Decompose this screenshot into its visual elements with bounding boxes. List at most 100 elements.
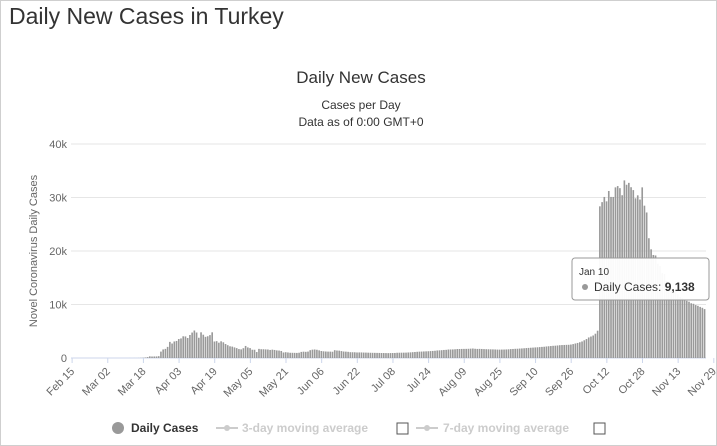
bar[interactable] [668, 285, 670, 358]
bar[interactable] [514, 348, 517, 358]
bar[interactable] [585, 339, 588, 358]
bar[interactable] [447, 349, 450, 358]
bar[interactable] [345, 351, 347, 358]
bar[interactable] [516, 348, 519, 358]
bar[interactable] [525, 348, 528, 358]
bar[interactable] [206, 336, 209, 358]
bar[interactable] [469, 348, 472, 358]
bar[interactable] [572, 344, 574, 358]
bar[interactable] [374, 352, 376, 358]
bar[interactable] [429, 351, 432, 358]
bar[interactable] [247, 347, 249, 358]
bar[interactable] [465, 348, 467, 358]
bar[interactable] [400, 352, 403, 358]
bar[interactable] [387, 353, 390, 358]
bar[interactable] [476, 348, 479, 358]
bar[interactable] [347, 351, 349, 358]
bar[interactable] [563, 344, 566, 358]
bar[interactable] [380, 353, 383, 358]
bar[interactable] [182, 336, 185, 358]
bar[interactable] [198, 337, 200, 358]
bar[interactable] [434, 350, 436, 358]
bar[interactable] [166, 346, 169, 358]
bar[interactable] [311, 349, 314, 358]
bar[interactable] [449, 349, 452, 358]
bar[interactable] [151, 356, 153, 358]
bar[interactable] [692, 303, 695, 358]
bar[interactable] [521, 348, 523, 358]
bar[interactable] [322, 351, 325, 358]
bar[interactable] [242, 348, 245, 358]
bar[interactable] [467, 348, 470, 358]
bar[interactable] [253, 349, 256, 358]
bar[interactable] [238, 349, 240, 358]
bar[interactable] [351, 352, 354, 358]
bar[interactable] [369, 352, 372, 358]
bar[interactable] [583, 340, 586, 358]
bar[interactable] [699, 306, 701, 358]
bar[interactable] [492, 349, 494, 358]
bar[interactable] [703, 309, 706, 358]
bar[interactable] [567, 344, 570, 358]
legend-item-daily-cases[interactable]: Daily Cases [112, 421, 199, 435]
bar[interactable] [376, 352, 378, 358]
bar[interactable] [483, 349, 485, 358]
bar[interactable] [296, 352, 298, 358]
bar[interactable] [211, 332, 213, 358]
bar[interactable] [233, 347, 236, 358]
bar[interactable] [160, 351, 162, 358]
bar[interactable] [240, 349, 242, 358]
bar[interactable] [251, 349, 254, 358]
bar[interactable] [460, 348, 463, 358]
bar[interactable] [656, 263, 659, 358]
bar[interactable] [186, 338, 189, 358]
bar[interactable] [672, 289, 675, 358]
bar[interactable] [340, 351, 343, 358]
bar[interactable] [353, 352, 356, 358]
bar[interactable] [423, 351, 425, 358]
bar[interactable] [587, 337, 590, 358]
bar[interactable] [420, 351, 423, 358]
bar[interactable] [538, 347, 541, 358]
bar[interactable] [536, 347, 539, 358]
bar[interactable] [532, 347, 534, 358]
bar[interactable] [507, 349, 510, 358]
bar[interactable] [307, 351, 309, 358]
bar[interactable] [280, 350, 283, 358]
bar[interactable] [570, 344, 572, 358]
bar[interactable] [382, 353, 385, 358]
bar[interactable] [222, 342, 225, 358]
bar[interactable] [275, 350, 278, 358]
bar[interactable] [385, 353, 387, 358]
bar[interactable] [496, 349, 499, 358]
bar[interactable] [690, 303, 693, 358]
bar[interactable] [318, 350, 320, 358]
bar[interactable] [200, 332, 202, 358]
bar[interactable] [685, 300, 688, 358]
bar[interactable] [144, 357, 147, 358]
bar[interactable] [287, 352, 289, 358]
bar[interactable] [501, 349, 503, 358]
bar[interactable] [581, 341, 583, 358]
bar[interactable] [454, 349, 456, 358]
bar[interactable] [389, 353, 392, 358]
bar[interactable] [523, 348, 525, 358]
bar[interactable] [169, 341, 171, 358]
bar[interactable] [195, 332, 198, 359]
bar[interactable] [661, 273, 664, 358]
bar[interactable] [414, 351, 416, 358]
bar[interactable] [554, 345, 557, 358]
bar[interactable] [541, 346, 543, 358]
bar[interactable] [202, 334, 205, 358]
bar[interactable] [474, 348, 476, 358]
bar[interactable] [171, 343, 173, 358]
bar[interactable] [543, 346, 545, 358]
bar[interactable] [278, 350, 280, 358]
bar[interactable] [472, 348, 474, 358]
bar[interactable] [184, 336, 187, 358]
bar[interactable] [418, 351, 421, 358]
bar[interactable] [367, 352, 369, 358]
bar[interactable] [331, 351, 334, 358]
bar[interactable] [565, 344, 568, 358]
bar[interactable] [302, 351, 305, 358]
